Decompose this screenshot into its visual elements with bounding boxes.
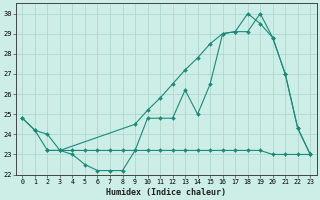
- X-axis label: Humidex (Indice chaleur): Humidex (Indice chaleur): [106, 188, 226, 197]
